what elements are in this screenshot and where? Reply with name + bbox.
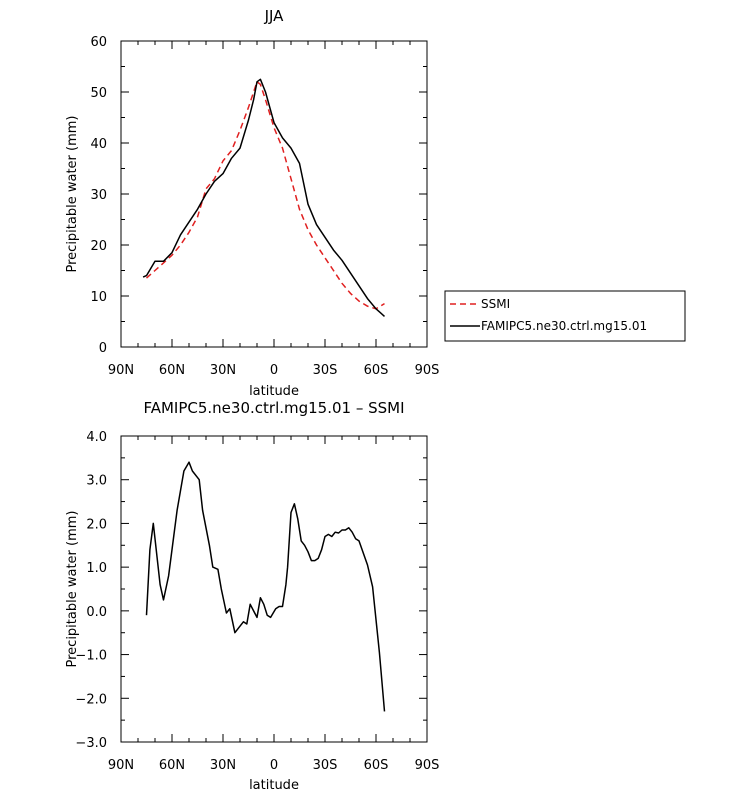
legend-entry: SSMI — [481, 297, 510, 311]
chart-title: JJA — [264, 7, 285, 25]
y-tick-label: 3.0 — [86, 474, 107, 489]
x-axis-label: latitude — [249, 778, 299, 793]
y-tick-label: −1.0 — [75, 649, 107, 664]
x-tick-label: 30N — [210, 758, 236, 773]
y-tick-label: 10 — [90, 290, 107, 305]
panel-bottom: FAMIPC5.ne30.ctrl.mg15.01 – SSMI 90N 60N 30… — [65, 399, 439, 793]
x-tick-label: 30N — [210, 363, 236, 378]
y-axis-label: Precipitable water (mm) — [65, 511, 80, 668]
plot-frame — [120, 40, 428, 348]
y-tick-label: 20 — [90, 239, 107, 254]
y-tick-label: 40 — [90, 137, 107, 152]
y-tick-label: 0 — [99, 341, 107, 356]
x-tick-label: 60N — [159, 758, 185, 773]
x-tick-label: 0 — [270, 363, 278, 378]
series-line-0 — [145, 461, 386, 712]
y-tick-label: 4.0 — [86, 430, 107, 445]
y-tick-label: 2.0 — [86, 517, 107, 532]
panel-top: JJA 90N 60N 30N 0 30S 60S 90S 0 10 20 30 40 50 60 latit… — [65, 7, 439, 399]
legend-entry: FAMIPC5.ne30.ctrl.mg15.01 — [481, 319, 647, 333]
series-line-ssmi — [146, 81, 385, 310]
plot-frame — [120, 435, 428, 743]
x-tick-label: 60N — [159, 363, 185, 378]
x-tick-label: 90S — [415, 363, 440, 378]
y-tick-label: 0.0 — [86, 605, 107, 620]
x-tick-label: 60S — [364, 363, 389, 378]
y-tick-label: 1.0 — [86, 561, 107, 576]
legend-box — [444, 290, 686, 342]
chart-title: FAMIPC5.ne30.ctrl.mg15.01 – SSMI — [143, 399, 404, 417]
legend: SSMI FAMIPC5.ne30.ctrl.mg15.01 — [444, 290, 686, 342]
y-tick-label: −3.0 — [75, 736, 107, 751]
x-tick-label: 90N — [108, 758, 134, 773]
series-line-famipc5-ne30-ctrl-mg15-01 — [142, 78, 385, 317]
y-tick-label: 50 — [90, 86, 107, 101]
x-tick-label: 90N — [108, 363, 134, 378]
y-axis-label: Precipitable water (mm) — [65, 116, 80, 273]
x-tick-label: 30S — [313, 758, 338, 773]
x-tick-label: 60S — [364, 758, 389, 773]
y-tick-label: −2.0 — [75, 692, 107, 707]
x-tick-label: 30S — [313, 363, 338, 378]
y-tick-label: 60 — [90, 35, 107, 50]
x-tick-label: 90S — [415, 758, 440, 773]
y-tick-label: 30 — [90, 188, 107, 203]
x-axis-label: latitude — [249, 384, 299, 399]
x-tick-label: 0 — [270, 758, 278, 773]
